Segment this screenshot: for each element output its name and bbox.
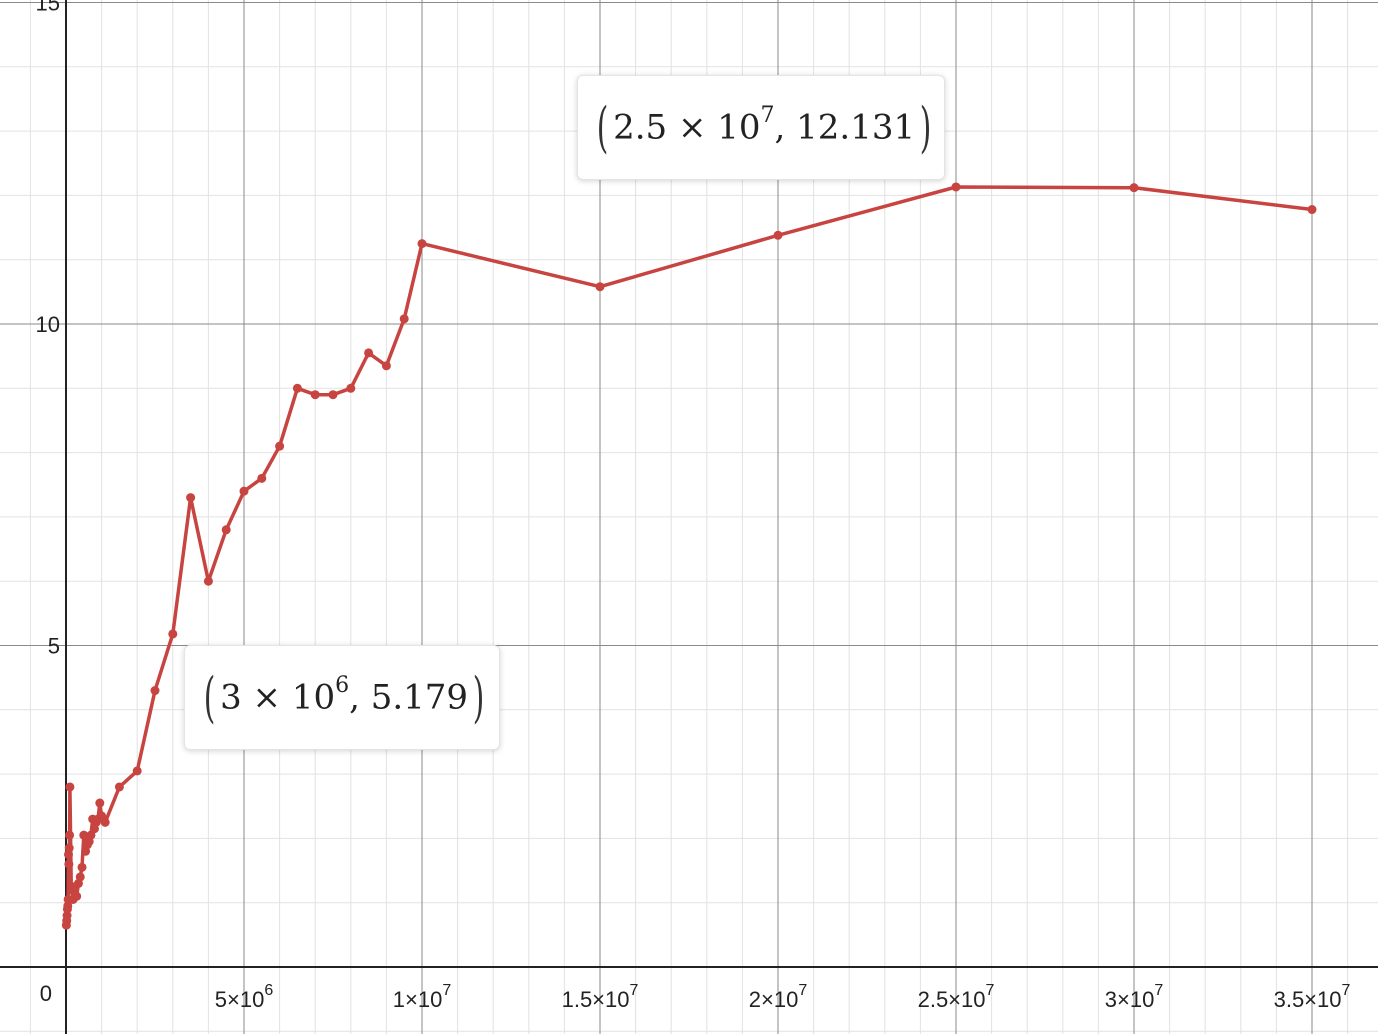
y-value: 5.179 [370, 677, 469, 718]
coordinate-text: 3 × 106, 5.179 [220, 673, 469, 718]
left-paren: ( [596, 95, 609, 159]
data-point [64, 859, 74, 869]
y-value: 12.131 [796, 107, 916, 148]
data-point [328, 390, 338, 400]
coordinate-text: 2.5 × 107, 12.131 [613, 103, 916, 148]
x-exponent: 6 [335, 673, 350, 699]
data-point [595, 282, 605, 292]
y-tick-label: 5 [48, 634, 60, 659]
data-point [62, 911, 72, 921]
data-point [1307, 205, 1317, 215]
data-point [364, 348, 374, 358]
data-point [77, 862, 87, 872]
x-tick-label: 3.5×107 [1274, 982, 1351, 1012]
x-tick-label: 3×107 [1105, 982, 1164, 1012]
data-point [275, 441, 285, 451]
data-point [292, 383, 302, 393]
data-point [75, 872, 85, 882]
tick-labels: 5×106 1×107 1.5×107 2×107 2.5×107 3×107 3.5×10… [36, 0, 1351, 1012]
data-point [221, 525, 231, 535]
data-point [381, 361, 391, 371]
data-point [63, 901, 73, 911]
origin-label: 0 [40, 981, 52, 1006]
point-label-upper[interactable]: ( 2.5 × 107, 12.131 ) [577, 75, 945, 180]
x-tick-exponent: 7 [986, 982, 995, 999]
data-point [168, 629, 178, 639]
x-tick-exponent: 7 [1154, 982, 1163, 999]
data-point [64, 843, 74, 853]
data-point [150, 686, 160, 696]
x-tick-mantissa: 2.5×10 [918, 987, 986, 1012]
right-paren: ) [472, 665, 485, 729]
data-point [951, 182, 961, 192]
data-point [65, 830, 75, 840]
data-point [114, 782, 124, 792]
data-point [773, 230, 783, 240]
data-point [399, 314, 409, 324]
x-tick-exponent: 7 [442, 982, 451, 999]
data-point [257, 473, 267, 483]
x-tick-label: 2.5×107 [918, 982, 995, 1012]
data-point [417, 239, 427, 249]
data-point [203, 576, 213, 586]
x-tick-mantissa: 3×10 [1105, 987, 1155, 1012]
left-paren: ( [203, 665, 216, 729]
x-tick-exponent: 7 [798, 982, 807, 999]
x-exponent: 7 [760, 103, 775, 129]
data-point [65, 782, 75, 792]
x-tick-mantissa: 3.5×10 [1274, 987, 1342, 1012]
comma: , [774, 107, 797, 148]
x-tick-label: 5×106 [215, 982, 274, 1012]
data-point [310, 390, 320, 400]
x-tick-label: 1×107 [393, 982, 452, 1012]
data-point [186, 493, 196, 503]
series-layer [61, 182, 1317, 930]
x-tick-mantissa: 1×10 [393, 987, 443, 1012]
x-tick-exponent: 7 [1342, 982, 1351, 999]
data-point [79, 830, 89, 840]
x-mantissa: 2.5 [613, 107, 668, 148]
x-tick-mantissa: 2×10 [749, 987, 799, 1012]
data-point [72, 891, 82, 901]
right-paren: ) [919, 95, 932, 159]
data-point [239, 486, 249, 496]
data-point [1129, 183, 1139, 193]
times-sign: × 10 [677, 107, 761, 148]
x-tick-label: 1.5×107 [562, 982, 639, 1012]
x-tick-mantissa: 5×10 [215, 987, 265, 1012]
y-tick-label: 15 [36, 0, 60, 16]
data-point [95, 798, 105, 808]
data-point [132, 766, 142, 776]
data-point [100, 817, 110, 827]
y-tick-label: 10 [36, 312, 60, 337]
comma: , [349, 677, 371, 718]
x-tick-exponent: 7 [630, 982, 639, 999]
point-label-lower[interactable]: ( 3 × 106, 5.179 ) [184, 645, 500, 750]
data-point [346, 383, 356, 393]
x-tick-exponent: 6 [264, 982, 273, 999]
x-mantissa: 3 [220, 677, 242, 718]
x-tick-label: 2×107 [749, 982, 808, 1012]
times-sign: × 10 [252, 677, 336, 718]
series-line [64, 185, 1314, 927]
x-tick-mantissa: 1.5×10 [562, 987, 630, 1012]
